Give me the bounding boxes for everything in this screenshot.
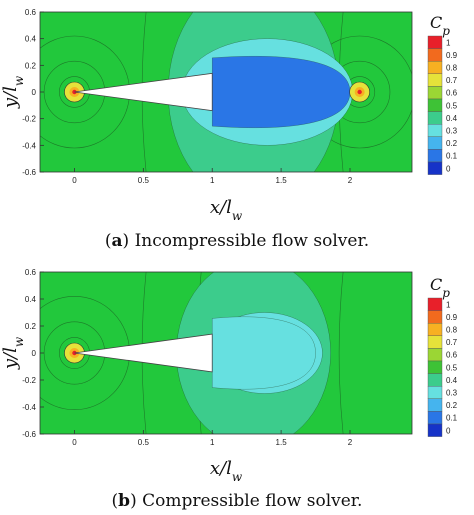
colorbar-label: 1 xyxy=(446,38,451,47)
stagnation-peak xyxy=(357,89,362,95)
colorbar-label: 0.6 xyxy=(446,351,458,360)
colorbar-label: 0.3 xyxy=(446,127,458,136)
colorbar-label: 0.4 xyxy=(446,376,458,385)
x-tick-label: 1 xyxy=(210,438,215,447)
colorbar-swatch xyxy=(427,423,443,437)
x-tick-label: 0.5 xyxy=(138,438,150,447)
colorbar-swatch xyxy=(427,398,443,412)
y-tick-label: -0.6 xyxy=(22,430,36,439)
x-tick-label: 2 xyxy=(348,176,353,185)
colorbar-swatch xyxy=(427,348,443,362)
x-tick-label: 0.5 xyxy=(138,176,150,185)
colorbar-label: 0.8 xyxy=(446,326,458,335)
x-axis-label: x/lw xyxy=(210,197,243,223)
colorbar-swatch xyxy=(427,411,443,425)
figure-caption: (b) Compressible flow solver. xyxy=(112,491,363,511)
wing-shape xyxy=(74,333,213,373)
colorbar-swatch xyxy=(427,98,443,112)
colorbar-title: Cp xyxy=(430,13,450,38)
y-tick-label: -0.4 xyxy=(22,403,36,412)
y-tick-label: 0 xyxy=(32,88,37,97)
colorbar-label: 0.3 xyxy=(446,389,458,398)
contour-plot xyxy=(40,272,412,434)
colorbar: 1 0.9 0.8 0.7 0.6 0.5 0.4 0.3 0.2 0.1 0 xyxy=(427,35,458,175)
contour-plot xyxy=(40,12,412,172)
x-tick-label: 0 xyxy=(72,176,77,185)
x-tick-label: 2 xyxy=(348,438,353,447)
x-tick-label: 1.5 xyxy=(276,438,288,447)
colorbar-label: 0.5 xyxy=(446,363,458,372)
colorbar-label: 0.1 xyxy=(446,414,458,423)
colorbar-label: 0.6 xyxy=(446,89,458,98)
y-tick-label: -0.2 xyxy=(22,376,36,385)
colorbar-label: 0.2 xyxy=(446,401,458,410)
x-tick-label: 1.5 xyxy=(276,176,288,185)
y-tick-label: 0.2 xyxy=(25,322,37,331)
colorbar-swatch xyxy=(427,86,443,100)
y-axis-label: y/lw xyxy=(0,336,26,370)
wake-region xyxy=(211,316,316,390)
y-tick-label: 0.4 xyxy=(25,295,37,304)
colorbar-swatch xyxy=(427,61,443,75)
colorbar-label: 0.2 xyxy=(446,139,458,148)
colorbar-swatch xyxy=(427,73,443,87)
colorbar-label: 0.5 xyxy=(446,101,458,110)
colorbar-swatch xyxy=(427,373,443,387)
colorbar-swatch xyxy=(427,310,443,324)
colorbar-swatch xyxy=(427,323,443,337)
y-tick-label: 0.6 xyxy=(25,8,37,17)
colorbar-swatch xyxy=(427,335,443,349)
colorbar-title: Cp xyxy=(430,275,450,300)
y-tick-label: -0.2 xyxy=(22,115,36,124)
colorbar-swatch xyxy=(427,149,443,163)
y-tick-label: 0.4 xyxy=(25,35,37,44)
y-tick-label: 0.6 xyxy=(25,268,37,277)
y-tick-label: 0.2 xyxy=(25,61,37,70)
colorbar-swatch xyxy=(427,386,443,400)
wake-region xyxy=(211,56,351,128)
colorbar-swatch xyxy=(427,136,443,150)
colorbar: 1 0.9 0.8 0.7 0.6 0.5 0.4 0.3 0.2 0.1 0 xyxy=(427,297,458,437)
y-axis-label: y/lw xyxy=(0,75,26,109)
y-tick-label: 0 xyxy=(32,349,37,358)
colorbar-label: 0.1 xyxy=(446,152,458,161)
colorbar-swatch xyxy=(427,161,443,175)
colorbar-label: 0 xyxy=(446,164,451,173)
x-tick-label: 1 xyxy=(210,176,215,185)
colorbar-label: 0.4 xyxy=(446,114,458,123)
colorbar-swatch xyxy=(427,123,443,137)
colorbar-swatch xyxy=(427,48,443,62)
colorbar-label: 0.9 xyxy=(446,313,458,322)
panel-a: 0.6 0.4 0.2 0 -0.2 -0.4 -0.6 0 0.5 1 1.5 2 y/lw x/lw C… xyxy=(0,8,458,251)
wing-shape xyxy=(74,72,213,112)
y-tick-label: -0.6 xyxy=(22,168,36,177)
colorbar-label: 0.8 xyxy=(446,64,458,73)
figure-caption: (a) Incompressible flow solver. xyxy=(105,231,369,251)
colorbar-swatch xyxy=(427,111,443,125)
pressure-contour-line xyxy=(338,272,344,434)
colorbar-swatch xyxy=(427,360,443,374)
colorbar-swatch xyxy=(427,35,443,49)
colorbar-label: 1 xyxy=(446,300,451,309)
panel-b: 0.6 0.4 0.2 0 -0.2 -0.4 -0.6 0 0.5 1 1.5 2 y/lw x/lw C… xyxy=(0,268,458,511)
x-tick-label: 0 xyxy=(72,438,77,447)
x-axis-label: x/lw xyxy=(210,458,243,484)
colorbar-label: 0.7 xyxy=(446,338,458,347)
y-tick-label: -0.4 xyxy=(22,141,36,150)
colorbar-swatch xyxy=(427,297,443,311)
colorbar-label: 0.9 xyxy=(446,51,458,60)
colorbar-label: 0 xyxy=(446,426,451,435)
colorbar-label: 0.7 xyxy=(446,76,458,85)
